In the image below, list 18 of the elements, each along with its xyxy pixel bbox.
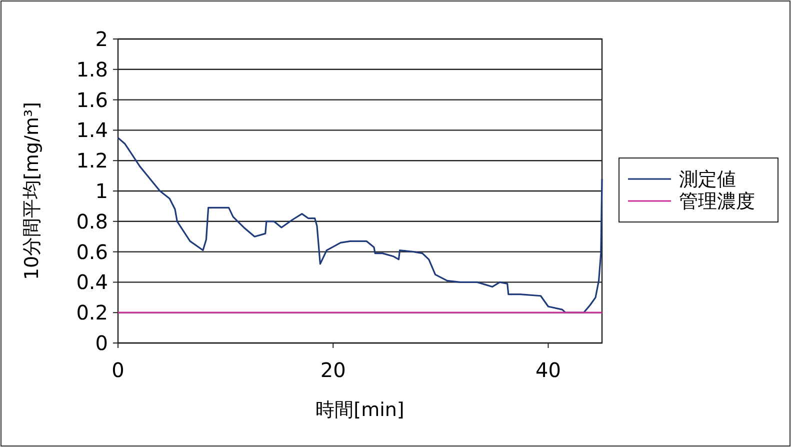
y-tick-label: 2 (95, 27, 108, 51)
y-tick-label: 0.6 (76, 240, 108, 264)
y-tick-label: 1 (95, 179, 108, 203)
y-tick-label: 0.4 (76, 270, 108, 294)
y-tick-label: 0.8 (76, 209, 108, 234)
legend-label: 管理濃度 (679, 190, 755, 213)
x-tick-label: 40 (535, 358, 561, 382)
y-axis-title: 10分間平均[mg/m³] (21, 102, 43, 280)
y-tick-label: 1.4 (76, 118, 108, 142)
y-tick-label: 0 (95, 331, 108, 355)
y-tick-label: 1.2 (76, 148, 108, 173)
x-axis-title: 時間[min] (316, 399, 404, 421)
y-tick-label: 0.2 (76, 300, 108, 325)
y-tick-label: 1.8 (76, 57, 108, 82)
y-tick-label: 1.6 (76, 88, 108, 112)
x-tick-label: 20 (320, 358, 346, 382)
x-tick-label: 0 (112, 358, 124, 382)
legend-label: 測定値 (679, 168, 736, 191)
